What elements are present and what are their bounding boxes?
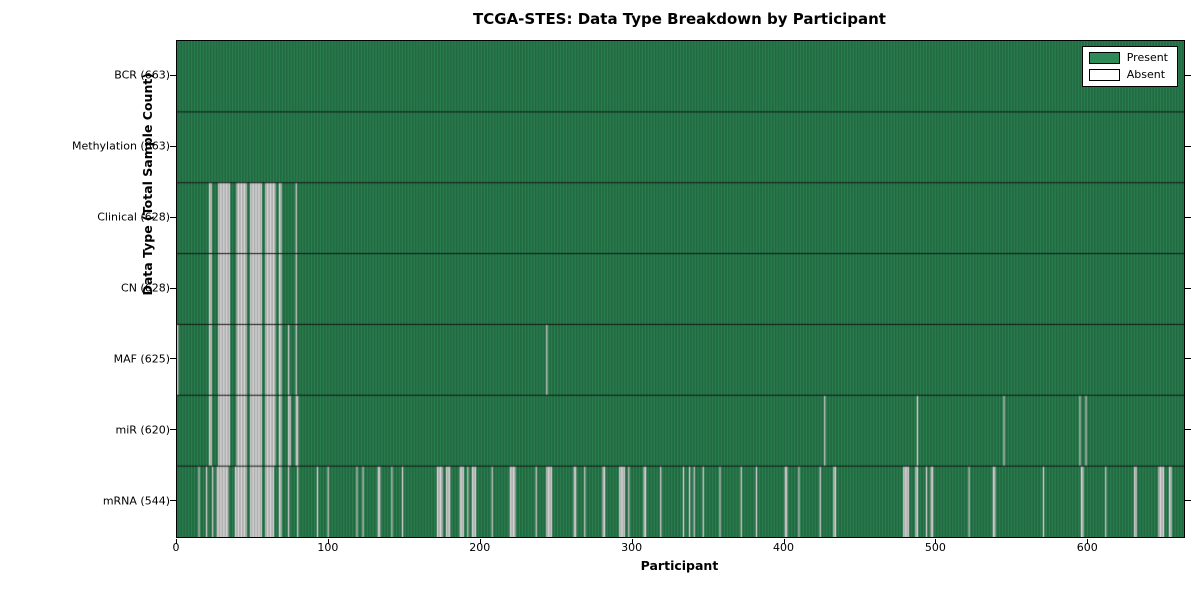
chart-title: TCGA-STES: Data Type Breakdown by Partic… xyxy=(473,10,886,28)
left-ytick-mark xyxy=(170,500,176,502)
ytick-label-mir: miR (620) xyxy=(115,423,171,437)
xtick-label-500: 500 xyxy=(924,541,946,554)
ytick-label-cn: CN (628) xyxy=(121,281,170,295)
plot-area xyxy=(176,40,1185,538)
y-axis-title: Data Type (Total Sample Count) xyxy=(139,72,155,296)
ytick-label-methylation: Methylation (663) xyxy=(72,139,170,153)
right-ytick-mark xyxy=(1184,145,1191,147)
legend-entry-absent: Absent xyxy=(1088,68,1168,81)
right-ytick-mark xyxy=(1184,216,1191,218)
right-ytick-mark xyxy=(1184,74,1191,76)
left-ytick-mark xyxy=(170,429,176,431)
present-swatch xyxy=(1088,52,1120,64)
ytick-label-clinical: Clinical (628) xyxy=(97,210,170,224)
legend: Present Absent xyxy=(1081,46,1178,87)
xtick-mark xyxy=(1087,539,1089,544)
xtick-label-0: 0 xyxy=(172,541,180,554)
ytick-label-maf: MAF (625) xyxy=(113,352,170,366)
xtick-label-300: 300 xyxy=(621,541,643,554)
xtick-mark xyxy=(783,539,785,544)
legend-label-absent: Absent xyxy=(1126,68,1166,81)
xtick-mark xyxy=(327,539,329,544)
legend-entry-present: Present xyxy=(1088,51,1168,64)
xtick-label-400: 400 xyxy=(773,541,795,554)
right-ytick-mark xyxy=(1184,500,1191,502)
right-ytick-mark xyxy=(1184,287,1191,289)
left-ytick-mark xyxy=(170,358,176,360)
legend-label-present: Present xyxy=(1126,51,1168,64)
presence-matrix-canvas xyxy=(177,41,1184,537)
xtick-mark xyxy=(176,539,177,544)
right-ytick-mark xyxy=(1184,358,1191,360)
xtick-mark xyxy=(479,539,481,544)
left-ytick-mark xyxy=(170,287,176,289)
xtick-mark xyxy=(631,539,633,544)
xtick-label-600: 600 xyxy=(1076,541,1098,554)
ytick-label-bcr: BCR (663) xyxy=(114,68,170,82)
xtick-mark xyxy=(935,539,937,544)
absent-swatch xyxy=(1088,69,1120,81)
right-ytick-mark xyxy=(1184,429,1191,431)
left-ytick-mark xyxy=(170,216,176,218)
left-ytick-mark xyxy=(170,74,176,76)
xtick-label-100: 100 xyxy=(317,541,339,554)
ytick-label-mrna: mRNA (544) xyxy=(102,494,170,508)
x-axis-title: Participant xyxy=(640,558,719,573)
left-ytick-mark xyxy=(170,145,176,147)
xtick-label-200: 200 xyxy=(469,541,491,554)
